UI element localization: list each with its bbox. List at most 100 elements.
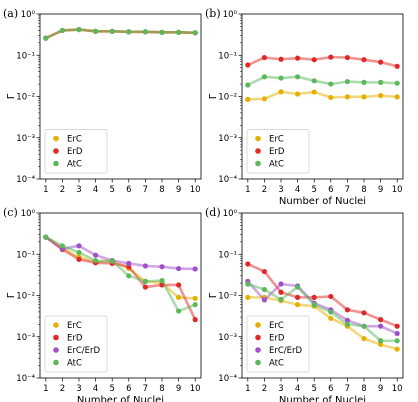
data-point xyxy=(43,234,49,240)
x-tick-label: 8 xyxy=(361,384,366,394)
data-point xyxy=(361,336,367,342)
x-tick-label: 6 xyxy=(328,384,333,394)
data-point xyxy=(245,62,251,68)
legend-label: AtC xyxy=(269,160,284,170)
x-tick-label: 5 xyxy=(311,384,316,394)
data-point xyxy=(245,82,251,88)
x-tick-label: 6 xyxy=(126,185,131,195)
series-erd xyxy=(245,54,400,69)
data-point xyxy=(344,78,350,85)
data-point xyxy=(328,54,334,60)
legend-label: ErC xyxy=(67,321,82,331)
panel-label: (c) xyxy=(3,206,18,219)
data-point xyxy=(377,59,384,65)
y-tick-label: 10⁻¹ xyxy=(16,51,35,61)
data-point xyxy=(394,63,400,69)
data-point xyxy=(159,29,165,35)
data-point xyxy=(93,258,99,264)
data-point xyxy=(377,323,384,329)
legend-marker xyxy=(255,347,261,353)
data-point xyxy=(295,302,301,308)
legend-marker xyxy=(53,160,59,167)
legend-marker xyxy=(255,148,261,154)
y-tick-label: 10⁻³ xyxy=(218,333,237,343)
data-point xyxy=(344,317,350,323)
data-point xyxy=(126,273,132,279)
legend-marker xyxy=(255,359,261,366)
legend-marker xyxy=(53,135,59,142)
x-tick-label: 9 xyxy=(378,185,383,195)
series-erc xyxy=(245,89,400,103)
legend: ErC ErD ErC/ErD AtC xyxy=(44,315,108,373)
panel-2: 1 2 3 4 5 6 7 8 9 10 10⁰ 10⁻¹ 10⁻² 10⁻³ 10⁻⁴ Γ Number of… xyxy=(205,7,404,207)
legend: ErC ErD AtC xyxy=(246,129,310,174)
x-tick-label: 7 xyxy=(345,384,350,394)
x-tick-label: 8 xyxy=(159,185,164,195)
legend-label: ErC xyxy=(67,135,82,145)
data-point xyxy=(344,307,350,313)
legend-label: ErD xyxy=(67,334,83,344)
data-point xyxy=(175,308,182,314)
data-point xyxy=(59,243,66,249)
x-tick-label: 9 xyxy=(176,384,181,394)
data-point xyxy=(93,28,99,34)
x-tick-label: 6 xyxy=(328,185,333,195)
data-point xyxy=(109,258,115,264)
data-point xyxy=(328,81,334,87)
data-point xyxy=(361,323,367,329)
y-tick-label: 10⁻³ xyxy=(218,134,237,144)
data-point xyxy=(311,78,317,84)
y-tick-label: 10⁰ xyxy=(21,10,36,20)
x-tick-label: 5 xyxy=(109,384,114,394)
series-line xyxy=(44,235,197,313)
series-line xyxy=(246,262,399,328)
x-tick-label: 4 xyxy=(295,384,300,394)
data-point xyxy=(377,79,384,85)
data-point xyxy=(295,55,301,61)
x-tick-label: 6 xyxy=(126,384,131,394)
x-tick-label: 5 xyxy=(311,185,316,195)
legend: ErC ErD AtC xyxy=(44,129,108,174)
legend-marker xyxy=(255,135,261,142)
x-tick-label: 3 xyxy=(278,185,283,195)
data-point xyxy=(278,296,284,303)
data-point xyxy=(142,278,148,284)
data-point xyxy=(192,266,198,272)
data-point xyxy=(126,260,132,267)
x-tick-label: 3 xyxy=(76,384,81,394)
legend-label: AtC xyxy=(67,359,82,369)
x-tick-label: 10 xyxy=(190,384,201,394)
legend-label: ErC xyxy=(269,135,284,145)
legend-label: ErD xyxy=(67,147,83,157)
data-point xyxy=(261,268,268,275)
data-point xyxy=(377,93,384,99)
series-atc xyxy=(245,281,400,344)
data-point xyxy=(377,338,384,344)
data-point xyxy=(394,330,400,337)
x-axis-label: Number of Nuclei xyxy=(77,395,164,402)
data-point xyxy=(278,289,284,295)
series-erd xyxy=(245,261,400,329)
x-tick-label: 8 xyxy=(361,185,366,195)
series-line xyxy=(44,235,197,271)
data-point xyxy=(311,89,317,95)
data-point xyxy=(261,286,268,293)
x-tick-label: 7 xyxy=(143,384,148,394)
data-point xyxy=(394,338,400,344)
x-tick-label: 10 xyxy=(392,185,403,195)
panel-1: 1 2 3 4 5 6 7 8 9 10 10⁰ 10⁻¹ 10⁻² 10⁻³ 10⁻⁴ Γ (a) ErC ErD… xyxy=(3,7,202,195)
panel-label: (d) xyxy=(205,206,221,219)
data-point xyxy=(278,89,284,95)
data-point xyxy=(175,265,182,272)
legend-label: ErC xyxy=(269,321,284,331)
data-point xyxy=(311,302,317,308)
data-point xyxy=(76,26,82,33)
data-point xyxy=(192,30,198,36)
y-tick-label: 10⁻⁴ xyxy=(218,374,237,384)
data-point xyxy=(261,74,268,80)
y-tick-label: 10⁻³ xyxy=(16,134,35,144)
data-point xyxy=(261,54,268,61)
y-tick-label: 10⁻³ xyxy=(16,333,35,343)
data-point xyxy=(295,284,301,290)
